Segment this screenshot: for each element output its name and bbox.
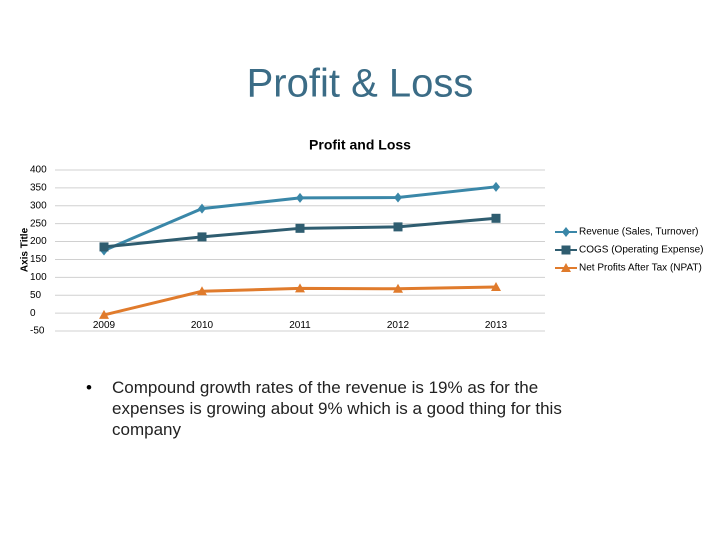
y-tick-label: 300	[30, 200, 47, 211]
bullet-text: Compound growth rates of the revenue is …	[112, 378, 562, 439]
y-tick-label: 350	[30, 183, 47, 194]
x-tick-label: 2010	[191, 320, 214, 331]
y-tick-label: 150	[30, 254, 47, 265]
legend-label: Net Profits After Tax (NPAT)	[579, 263, 702, 274]
x-tick-label: 2009	[93, 320, 116, 331]
marker	[197, 232, 207, 242]
y-axis-title: Axis Title	[20, 227, 31, 272]
marker	[296, 192, 304, 203]
y-tick-label: 400	[30, 165, 47, 176]
marker	[394, 192, 402, 203]
marker	[561, 245, 571, 255]
y-tick-label: 100	[30, 272, 47, 283]
x-tick-label: 2013	[485, 320, 508, 331]
chart-title: Profit and Loss	[309, 137, 411, 153]
marker	[393, 283, 403, 293]
y-tick-label: 0	[30, 308, 36, 319]
marker	[295, 283, 305, 293]
marker	[99, 309, 109, 319]
y-tick-label: 50	[30, 290, 42, 301]
marker	[492, 181, 500, 192]
marker	[99, 242, 109, 252]
legend-label: COGS (Operating Expense)	[579, 245, 704, 256]
marker	[198, 203, 206, 214]
marker	[197, 286, 207, 296]
slide-title: Profit & Loss	[247, 62, 474, 106]
bullet-marker: •	[86, 378, 92, 397]
y-tick-label: -50	[30, 326, 45, 337]
marker	[393, 222, 403, 232]
marker	[561, 263, 571, 272]
marker	[562, 227, 570, 237]
marker	[295, 223, 305, 233]
marker	[491, 281, 501, 291]
x-tick-label: 2012	[387, 320, 410, 331]
x-tick-label: 2011	[289, 320, 311, 331]
legend-label: Revenue (Sales, Turnover)	[579, 227, 699, 238]
y-tick-label: 250	[30, 218, 47, 229]
marker	[491, 213, 501, 223]
y-tick-label: 200	[30, 236, 47, 247]
